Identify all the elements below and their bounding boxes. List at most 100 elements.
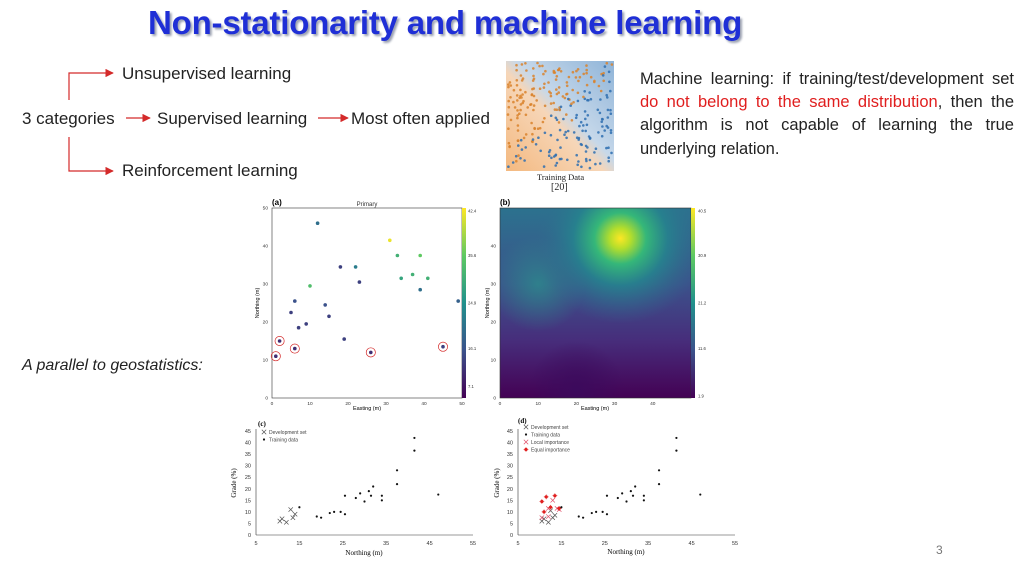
training-point-blue (575, 153, 578, 157)
chart-b-ytick: 10 (491, 358, 497, 364)
training-point-orange (557, 91, 560, 94)
training-point-blue (601, 118, 604, 121)
training-point-blue (597, 131, 600, 134)
training-point-orange (548, 90, 551, 93)
training-point-blue (601, 125, 604, 128)
chart-d-xlabel: Northing (m) (607, 548, 645, 556)
training-point-orange (532, 74, 535, 78)
chart-c-training-point (298, 506, 301, 509)
training-point-blue (598, 162, 602, 165)
training-point-blue (608, 80, 611, 84)
chart-c-ytick: 20 (245, 487, 251, 493)
chart-c-training-point (339, 510, 342, 513)
chart-a-point (304, 322, 308, 326)
training-data-ref: [20] (551, 182, 568, 193)
chart-a-circle-marker (438, 341, 448, 352)
chart-d-equal-importance-point (543, 494, 549, 500)
training-point-blue (598, 111, 602, 115)
training-point-orange (541, 64, 544, 68)
training-point-blue (559, 146, 562, 149)
training-point-orange (585, 68, 588, 72)
chart-b-ytick: 0 (493, 396, 496, 402)
training-point-orange (519, 103, 523, 106)
training-point-orange (512, 88, 516, 92)
chart-a-point (274, 354, 278, 358)
training-point-orange (535, 99, 538, 102)
chart-c-ytick: 25 (245, 475, 251, 481)
chart-c-ytick: 30 (245, 464, 251, 470)
chart-a-point (353, 265, 358, 269)
chart-d-ytick: 30 (507, 464, 513, 470)
chart-d-equal-importance-point (541, 509, 547, 515)
training-point-orange (555, 88, 558, 91)
training-point-orange (522, 99, 525, 103)
chart-b-xtick: 0 (499, 401, 502, 407)
chart-c-xtick: 25 (340, 541, 346, 547)
chart-d-training-point (634, 485, 637, 488)
chart-c-training-point (320, 516, 323, 519)
training-point-orange (570, 119, 574, 122)
chart-d-legend-label: Equal importance (531, 448, 570, 454)
chart-d-training-point (631, 494, 635, 497)
training-point-orange (543, 117, 546, 120)
training-point-orange (602, 79, 605, 83)
training-point-blue (559, 105, 563, 109)
training-point-orange (529, 103, 533, 106)
chart-d-training-point (560, 506, 563, 509)
training-point-orange (559, 70, 563, 73)
chart-d-legend-label: Local importance (531, 440, 569, 446)
training-point-blue (586, 98, 589, 102)
training-point-blue (549, 133, 553, 137)
chart-c-training-point (380, 494, 383, 497)
chart-c-training-point (367, 489, 370, 493)
chart-c-training-point (413, 436, 416, 440)
training-point-orange (544, 69, 547, 73)
training-point-blue (594, 162, 597, 166)
slide-title: Non-stationarity and machine learning (148, 4, 743, 41)
chart-a-colorbar-tick: 7.1 (468, 384, 474, 389)
training-point-blue (575, 136, 579, 139)
chart-c-development-point (290, 515, 296, 521)
chart-a: (a) Primary 0 10 20 30 40 50 0 10 20 30 40 50 7.1 16… (255, 198, 477, 412)
training-point-orange (552, 101, 555, 105)
training-point-blue (548, 149, 552, 152)
training-point-orange (509, 118, 513, 122)
training-point-blue (587, 135, 591, 138)
training-point-orange (526, 106, 529, 109)
training-point-blue (606, 108, 610, 112)
training-point-orange (530, 93, 534, 97)
training-point-orange (524, 113, 528, 117)
chart-b-ytick: 30 (491, 282, 497, 288)
chart-c-training-point (262, 438, 266, 441)
chart-d-training-point (595, 510, 598, 513)
training-point-orange (585, 64, 588, 67)
training-point-orange (515, 68, 518, 72)
chart-d-xtick: 25 (602, 541, 608, 547)
panel-label-b: (b) (500, 198, 511, 207)
chart-c-training-point (343, 494, 347, 497)
training-point-blue (564, 130, 567, 134)
training-point-orange (547, 81, 550, 84)
training-point-orange (516, 139, 520, 142)
training-point-blue (520, 148, 524, 151)
training-point-blue (560, 157, 563, 161)
chart-d-ytick: 45 (507, 429, 513, 435)
chart-a-ytick: 50 (263, 206, 269, 212)
chart-d-local-importance-point (523, 439, 529, 445)
chart-d-training-point (605, 494, 609, 497)
chart-a-xtick: 50 (459, 401, 465, 407)
slide-number: 3 (936, 543, 943, 557)
training-point-orange (532, 108, 535, 112)
training-point-blue (607, 70, 611, 74)
training-point-blue (543, 131, 547, 135)
chart-a-point (308, 284, 312, 288)
chart-b-ylabel: Northing (m) (485, 288, 491, 319)
chart-a-colorbar-tick: 35.6 (468, 253, 477, 258)
chart-c-xtick: 55 (470, 541, 476, 547)
training-point-blue (584, 129, 587, 133)
training-point-blue (554, 153, 558, 157)
training-point-blue (578, 124, 581, 128)
category-reinforcement: Reinforcement learning (122, 161, 298, 180)
chart-d-training-point (642, 499, 645, 502)
